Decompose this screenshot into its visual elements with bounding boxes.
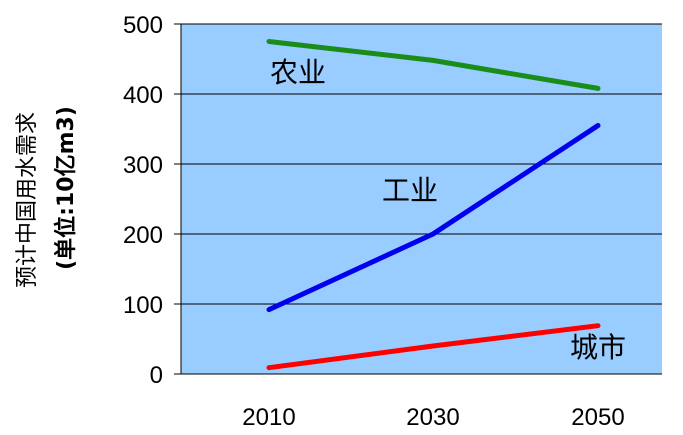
x-tick-label: 2050 [571,404,624,431]
y-tick-label: 300 [123,152,163,179]
plot-area [181,24,662,374]
series-label: 城市 [570,331,626,364]
series-line [266,123,601,313]
x-tick-label: 2010 [242,404,295,431]
axes [174,23,662,375]
series-lines [266,39,601,371]
gridlines [181,23,662,305]
y-axis-label-line1: 预计中国用水需求 [15,112,40,288]
y-tick-label: 200 [123,222,163,249]
x-tick-labels: 2010 2030 2050 [242,404,624,431]
y-tick-label: 100 [123,292,163,319]
series-line [266,39,601,91]
series-label: 农业 [270,56,326,89]
y-tick-label: 0 [150,362,163,389]
y-axis-label-line2: (单位:10亿m3) [53,106,79,270]
y-tick-label: 500 [123,12,163,39]
series-line [266,323,601,371]
series-label: 工业 [382,174,438,207]
y-axis-label: 预计中国用水需求 (单位:10亿m3) [15,106,79,288]
x-tick-label: 2030 [406,404,459,431]
y-tick-label: 400 [123,82,163,109]
y-tick-labels: 0 100 200 300 400 500 [123,12,163,389]
